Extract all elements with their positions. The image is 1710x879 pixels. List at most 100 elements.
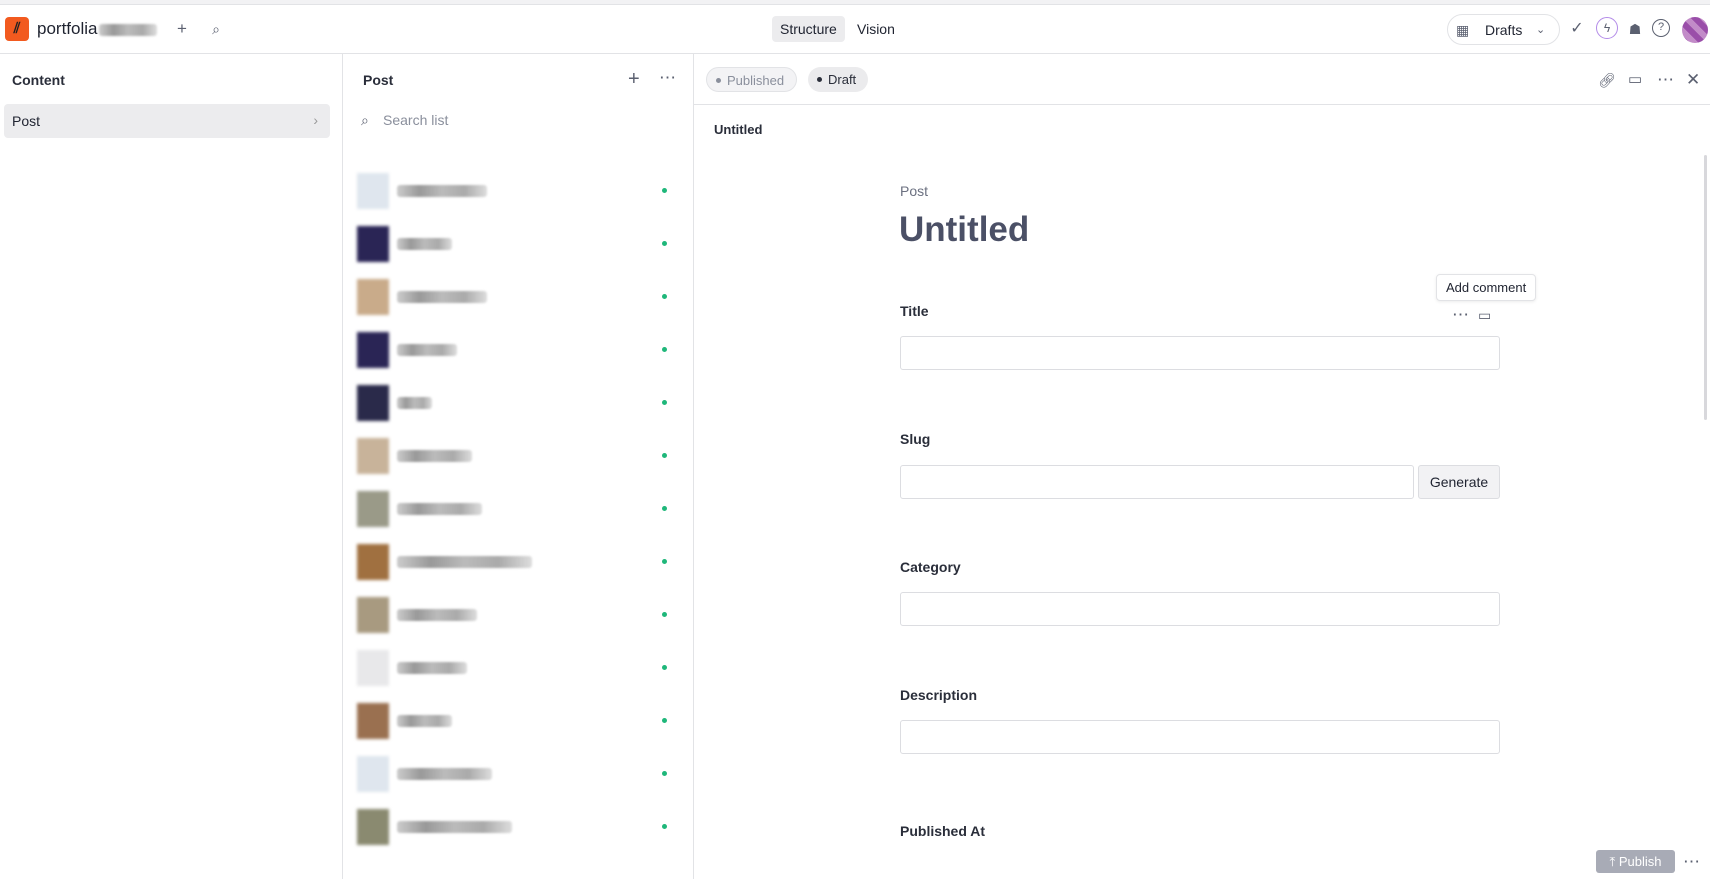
document-thumbnail [357,703,389,739]
list-item[interactable] [357,271,677,321]
document-header [694,54,1710,105]
page-title: Untitled [899,210,1030,249]
status-dot [662,294,667,299]
breadcrumb: Untitled [714,122,763,137]
slug-input[interactable] [900,465,1414,499]
status-dot [662,453,667,458]
status-dot [662,718,667,723]
more-icon[interactable]: ⋯ [1683,852,1700,871]
list-item[interactable] [357,165,677,215]
search-input[interactable]: ⌕ Search list [361,106,681,134]
tab-structure[interactable]: Structure [772,16,845,42]
category-label: Category [900,559,961,575]
list-item[interactable] [357,483,677,533]
redacted-title [397,556,532,568]
document-type: Post [900,183,929,199]
redacted-title [397,662,467,674]
more-icon[interactable]: ⋯ [659,68,676,87]
redacted-title [397,238,452,250]
document-thumbnail [357,491,389,527]
status-dot [662,188,667,193]
status-dot [662,771,667,776]
chevron-right-icon: › [313,112,318,128]
tab-vision[interactable]: Vision [857,21,895,37]
list-item[interactable] [357,695,677,745]
scrollbar[interactable] [1704,155,1707,420]
plus-icon[interactable]: + [177,19,187,38]
published-at-label: Published At [900,823,986,839]
description-label: Description [900,687,978,703]
redacted-title [397,185,487,197]
status-dot [662,665,667,670]
content-pane-title: Content [12,72,65,88]
tooltip: Add comment [1436,274,1537,301]
document-thumbnail [357,544,389,580]
status-dot [662,824,667,829]
redacted-title [397,291,487,303]
list-item[interactable] [357,430,677,480]
redacted-title [397,821,512,833]
comment-icon[interactable]: ▭ [1628,71,1643,88]
list-item[interactable] [357,377,677,427]
list-item[interactable] [357,324,677,374]
version-draft[interactable]: Draft [808,67,869,92]
list-item[interactable] [357,589,677,639]
redacted-title [397,397,432,409]
slug-label: Slug [900,431,931,447]
list-item[interactable] [357,801,677,851]
project-name[interactable]: portfolia [37,19,158,39]
more-icon[interactable]: ⋯ [1657,70,1674,89]
sidebar-item-post[interactable]: Post › [4,104,330,138]
avatar[interactable] [1682,17,1708,43]
generate-button[interactable]: Generate [1418,465,1500,499]
document-list-pane: Post + ⋯ ⌕ Search list [343,54,694,879]
status-dot [662,241,667,246]
sidebar-item-label: Post [12,113,41,129]
close-icon[interactable]: ✕ [1686,70,1701,89]
add-comment-icon[interactable]: ▭ [1478,307,1492,323]
status-dot [662,612,667,617]
document-thumbnail [357,756,389,792]
status-dot [662,400,667,405]
content-pane: Content Post › [0,54,343,879]
version-published[interactable]: Published [706,67,798,92]
document-thumbnail [357,385,389,421]
plus-icon[interactable]: + [628,68,640,90]
document-thumbnail [357,173,389,209]
description-input[interactable] [900,720,1500,754]
check-circle-icon[interactable]: ✓ [1570,20,1584,37]
redacted-title [397,344,457,356]
list-item[interactable] [357,536,677,586]
redacted-title [397,609,477,621]
title-label: Title [900,303,929,319]
release-selector[interactable]: ▦ Drafts ⌄ [1447,14,1560,45]
search-placeholder: Search list [383,112,449,128]
category-input[interactable] [900,592,1500,626]
link-icon[interactable]: 🔗︎ [1598,72,1616,88]
title-input[interactable] [900,336,1500,370]
project-title: portfolia [37,19,98,38]
users-icon[interactable]: ☗ [1628,21,1642,37]
help-icon[interactable]: ? [1652,19,1670,37]
search-icon: ⌕ [361,112,369,128]
more-icon[interactable]: ⋯ [1452,305,1469,324]
studio-logo[interactable]: ⫽ [5,17,29,41]
redacted-title [397,503,482,515]
publish-label: Publish [1618,854,1662,869]
redacted-title [397,768,492,780]
publish-button[interactable]: ⤒ Publish [1596,850,1675,873]
document-thumbnail [357,438,389,474]
document-thumbnail [357,279,389,315]
lightning-icon[interactable]: ϟ [1596,17,1618,39]
document-thumbnail [357,332,389,368]
list-pane-title: Post [363,72,394,88]
document-thumbnail [357,809,389,845]
search-icon[interactable]: ⌕ [212,21,220,37]
status-dot [662,347,667,352]
publish-icon: ⤒ [1609,854,1619,869]
list-item[interactable] [357,748,677,798]
release-label: Drafts [1485,22,1523,38]
list-item[interactable] [357,642,677,692]
list-item[interactable] [357,218,677,268]
document-thumbnail [357,650,389,686]
